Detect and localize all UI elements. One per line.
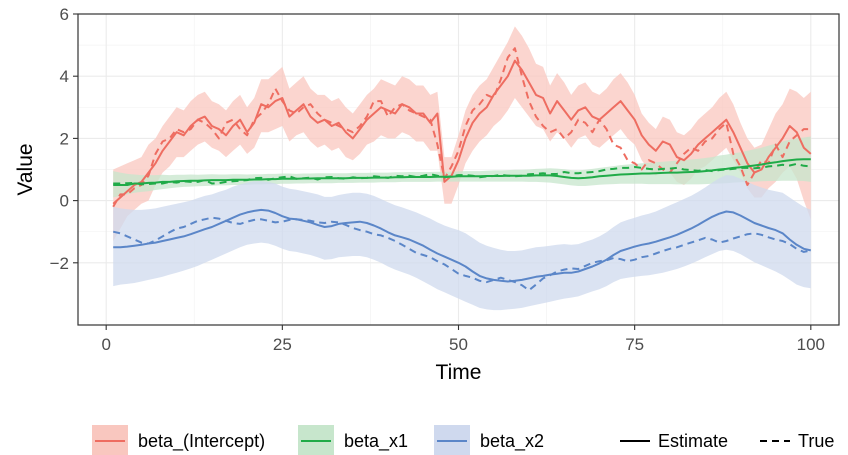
legend-label-estimate: Estimate xyxy=(658,431,728,451)
true-line-beta-x2 xyxy=(112,216,812,292)
y-tick-label: 0 xyxy=(60,192,69,211)
x-tick-label: 100 xyxy=(797,335,825,354)
x-tick-label: 0 xyxy=(101,335,110,354)
legend-item-beta-x1: beta_x1 xyxy=(298,425,408,455)
legend-label-true: True xyxy=(798,431,834,451)
x-axis-title: Time xyxy=(436,361,482,384)
ribbon-beta-intercept xyxy=(113,26,811,242)
y-axis-title: Value xyxy=(14,143,37,195)
x-tick-label: 50 xyxy=(449,335,468,354)
legend: beta_(Intercept) beta_x1 beta_x2 Estimate Tr… xyxy=(92,425,834,455)
legend-item-estimate: Estimate xyxy=(620,431,728,451)
legend-item-true: True xyxy=(760,431,834,451)
legend-label-beta-intercept: beta_(Intercept) xyxy=(138,431,265,452)
true-line-beta-x1 xyxy=(113,162,811,186)
ribbon-beta-x2 xyxy=(113,175,811,311)
axis-ticks xyxy=(73,13,812,330)
y-tick-label: 2 xyxy=(60,129,69,148)
axis-tick-labels: 0 25 50 75 100 −2 0 2 4 6 xyxy=(50,5,825,354)
y-tick-label: −2 xyxy=(50,254,69,273)
legend-item-beta-intercept: beta_(Intercept) xyxy=(92,425,265,455)
estimate-line-beta-x2 xyxy=(113,208,812,283)
confidence-ribbons xyxy=(113,26,811,311)
legend-label-beta-x1: beta_x1 xyxy=(344,431,408,452)
y-tick-label: 4 xyxy=(60,67,69,86)
legend-item-beta-x2: beta_x2 xyxy=(434,425,544,455)
legend-label-beta-x2: beta_x2 xyxy=(480,431,544,452)
series-lines xyxy=(112,47,812,292)
y-tick-label: 6 xyxy=(60,5,69,24)
x-tick-label: 25 xyxy=(273,335,292,354)
estimate-line-beta-x1 xyxy=(113,158,811,186)
ribbon-beta-x1 xyxy=(113,136,811,198)
estimate-line-beta-intercept xyxy=(112,59,812,205)
x-tick-label: 75 xyxy=(625,335,644,354)
